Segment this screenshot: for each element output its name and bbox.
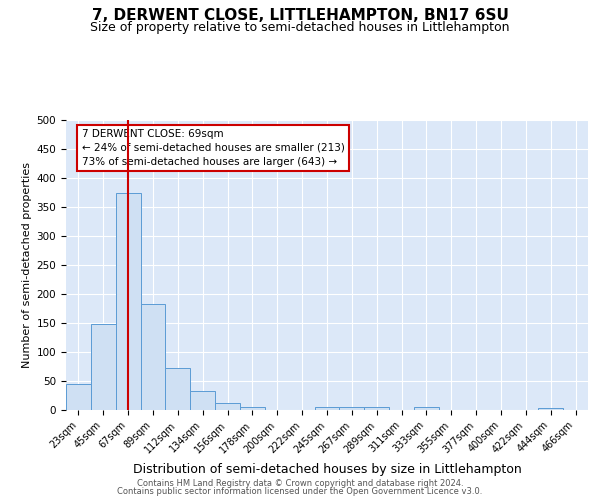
Text: Size of property relative to semi-detached houses in Littlehampton: Size of property relative to semi-detach… (90, 21, 510, 34)
Bar (66, 384, 91, 410)
Bar (215, 403, 240, 410)
Text: Contains HM Land Registry data © Crown copyright and database right 2024.: Contains HM Land Registry data © Crown c… (137, 478, 463, 488)
X-axis label: Distribution of semi-detached houses by size in Littlehampton: Distribution of semi-detached houses by … (133, 463, 521, 476)
Bar (340, 406, 364, 410)
Text: 7, DERWENT CLOSE, LITTLEHAMPTON, BN17 6SU: 7, DERWENT CLOSE, LITTLEHAMPTON, BN17 6S… (92, 8, 508, 22)
Text: Contains public sector information licensed under the Open Government Licence v3: Contains public sector information licen… (118, 487, 482, 496)
Bar (116, 192, 140, 410)
Bar (190, 392, 215, 410)
Bar (364, 406, 389, 410)
Bar (140, 304, 166, 410)
Bar (240, 406, 265, 410)
Bar (538, 408, 563, 410)
Bar (166, 368, 190, 410)
Y-axis label: Number of semi-detached properties: Number of semi-detached properties (22, 162, 32, 368)
Bar (91, 324, 116, 410)
Bar (414, 407, 439, 410)
Text: 7 DERWENT CLOSE: 69sqm
← 24% of semi-detached houses are smaller (213)
73% of se: 7 DERWENT CLOSE: 69sqm ← 24% of semi-det… (82, 128, 344, 166)
Bar (314, 406, 340, 410)
